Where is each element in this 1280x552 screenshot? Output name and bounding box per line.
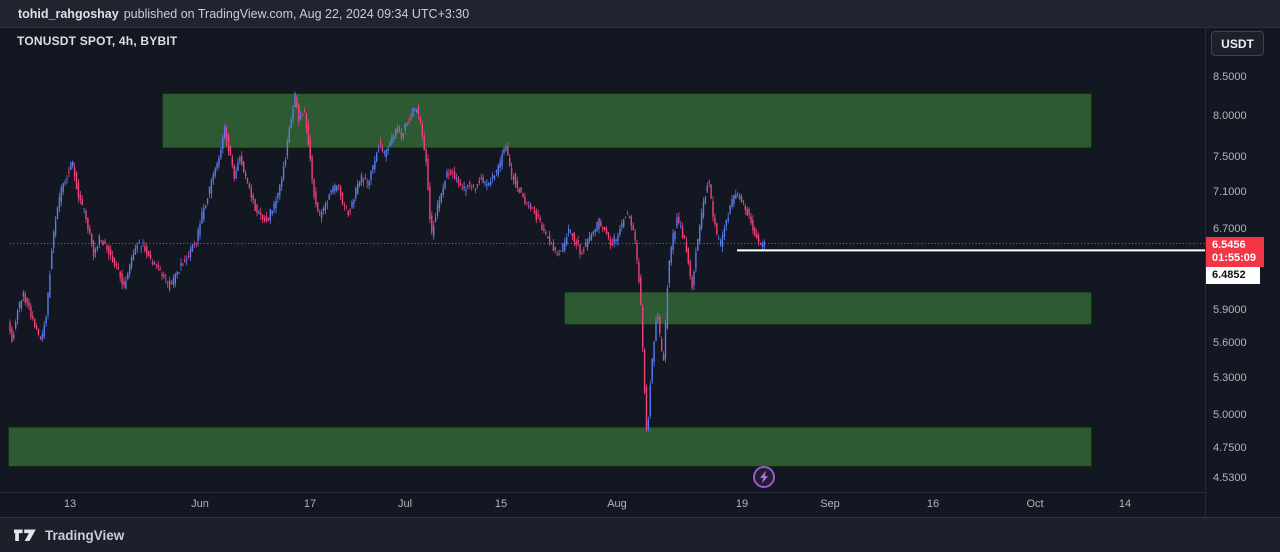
supply-zone-top: [161, 92, 1093, 150]
price-tick-label: 7.5000: [1213, 150, 1247, 163]
level-price-badge: 6.4852: [1206, 267, 1260, 285]
time-tick-label: 16: [926, 498, 940, 510]
chart-canvas[interactable]: [0, 28, 1280, 492]
time-tick-label: 19: [735, 498, 749, 510]
price-tick-label: 4.5300: [1213, 472, 1247, 485]
last-price-value: 6.5456: [1212, 239, 1246, 252]
price-axis[interactable]: 8.5000 8.0000 7.5000 7.1000 6.7000 5.9000 5.60…: [1205, 28, 1280, 517]
price-tick-label: 8.0000: [1213, 109, 1247, 122]
time-tick-label: 17: [303, 498, 317, 510]
price-tick-label: 8.5000: [1213, 71, 1247, 84]
price-tick-label: 5.0000: [1213, 409, 1247, 422]
candles-layer: [9, 91, 765, 432]
price-tick-label: 4.7500: [1213, 441, 1247, 454]
bar-countdown: 01:55:09: [1212, 252, 1257, 265]
publish-header: tohid_rahgoshay published on TradingView…: [0, 0, 1280, 28]
time-tick-label: 15: [494, 498, 508, 510]
time-tick-label: Aug: [607, 498, 627, 510]
tradingview-brand[interactable]: TradingView: [45, 527, 125, 543]
price-tick-label: 6.7000: [1213, 222, 1247, 235]
author-username: tohid_rahgoshay: [18, 6, 119, 21]
currency-toggle-button[interactable]: USDT: [1211, 31, 1264, 56]
demand-zone-low: [7, 425, 1093, 468]
lines-layer: [10, 243, 1205, 252]
price-tick-label: 5.9000: [1213, 303, 1247, 316]
time-axis[interactable]: 13 Jun 17 Jul 15 Aug 19 Sep 16 Oct 14: [0, 492, 1205, 518]
footer-bar: TradingView: [0, 517, 1280, 552]
time-tick-label: Jul: [397, 498, 413, 510]
zones-layer: [7, 92, 1093, 468]
price-tick-label: 7.1000: [1213, 185, 1247, 198]
tradingview-logo-icon[interactable]: [14, 528, 37, 543]
demand-zone-mid: [563, 290, 1093, 326]
price-tick-label: 5.3000: [1213, 372, 1247, 384]
boost-lightning-icon[interactable]: [750, 463, 778, 491]
last-price-badge: 6.5456 01:55:09: [1206, 237, 1264, 268]
time-tick-label: 14: [1118, 498, 1132, 510]
time-tick-label: Sep: [820, 498, 840, 510]
time-tick-label: Jun: [191, 498, 209, 510]
publish-timestamp: published on TradingView.com, Aug 22, 20…: [123, 6, 470, 21]
price-tick-label: 5.6000: [1213, 336, 1247, 349]
time-tick-label: 13: [63, 498, 77, 510]
time-tick-label: Oct: [1026, 498, 1044, 510]
symbol-legend[interactable]: TONUSDT SPOT, 4h, BYBIT: [17, 34, 178, 48]
